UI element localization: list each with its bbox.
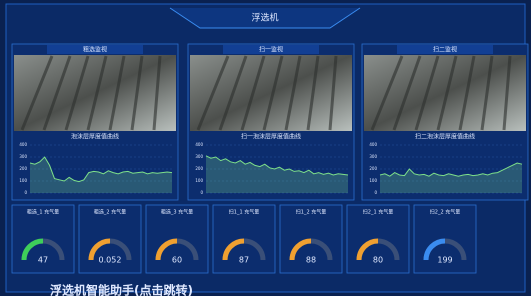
y-tick-label: 100 xyxy=(195,178,203,183)
dashboard: 浮选机 粗选监视泡沫层厚度值曲线0100200300400扫一监视扫一泡沫层厚度… xyxy=(0,0,531,296)
chart-title: 泡沫层厚度值曲线 xyxy=(71,133,119,141)
y-tick-label: 100 xyxy=(19,178,27,183)
gauge-value: 0.052 xyxy=(99,256,122,265)
y-tick-label: 300 xyxy=(369,154,377,159)
panel-title: 粗选监视 xyxy=(83,46,107,54)
gauge-label: 扫1_1 充气量 xyxy=(229,209,259,216)
gauge-value: 199 xyxy=(437,256,452,265)
y-tick-label: 300 xyxy=(195,154,203,159)
gauge-label: 扫1_2 充气量 xyxy=(296,209,326,216)
gauge-label: 粗选_3 充气量 xyxy=(161,209,193,216)
y-tick-label: 400 xyxy=(369,142,377,147)
gauge-label: 扫2_1 充气量 xyxy=(363,209,393,216)
chart-title: 扫二泡沫层厚度值曲线 xyxy=(415,133,475,141)
gauge-value: 60 xyxy=(172,256,182,265)
panel-title: 扫二监视 xyxy=(433,46,457,54)
page-title: 浮选机 xyxy=(251,12,278,24)
y-tick-label: 300 xyxy=(19,154,27,159)
gauge-value: 88 xyxy=(306,256,316,265)
gauge-label: 扫2_2 充气量 xyxy=(430,209,460,216)
gauge-value: 80 xyxy=(373,256,383,265)
gauge-label: 粗选_2 充气量 xyxy=(94,209,126,216)
y-tick-label: 100 xyxy=(369,178,377,183)
y-tick-label: 200 xyxy=(369,166,377,171)
y-tick-label: 400 xyxy=(195,142,203,147)
gauge-label: 粗选_1 充气量 xyxy=(27,209,59,216)
y-tick-label: 200 xyxy=(19,166,27,171)
assistant-link[interactable]: 浮选机智能助手(点击跳转) xyxy=(50,283,193,296)
chart-title: 扫一泡沫层厚度值曲线 xyxy=(241,133,301,141)
y-tick-label: 200 xyxy=(195,166,203,171)
gauge-value: 47 xyxy=(38,256,48,265)
panel-title: 扫一监视 xyxy=(259,46,283,54)
gauge-value: 87 xyxy=(239,256,249,265)
y-tick-label: 400 xyxy=(19,142,27,147)
